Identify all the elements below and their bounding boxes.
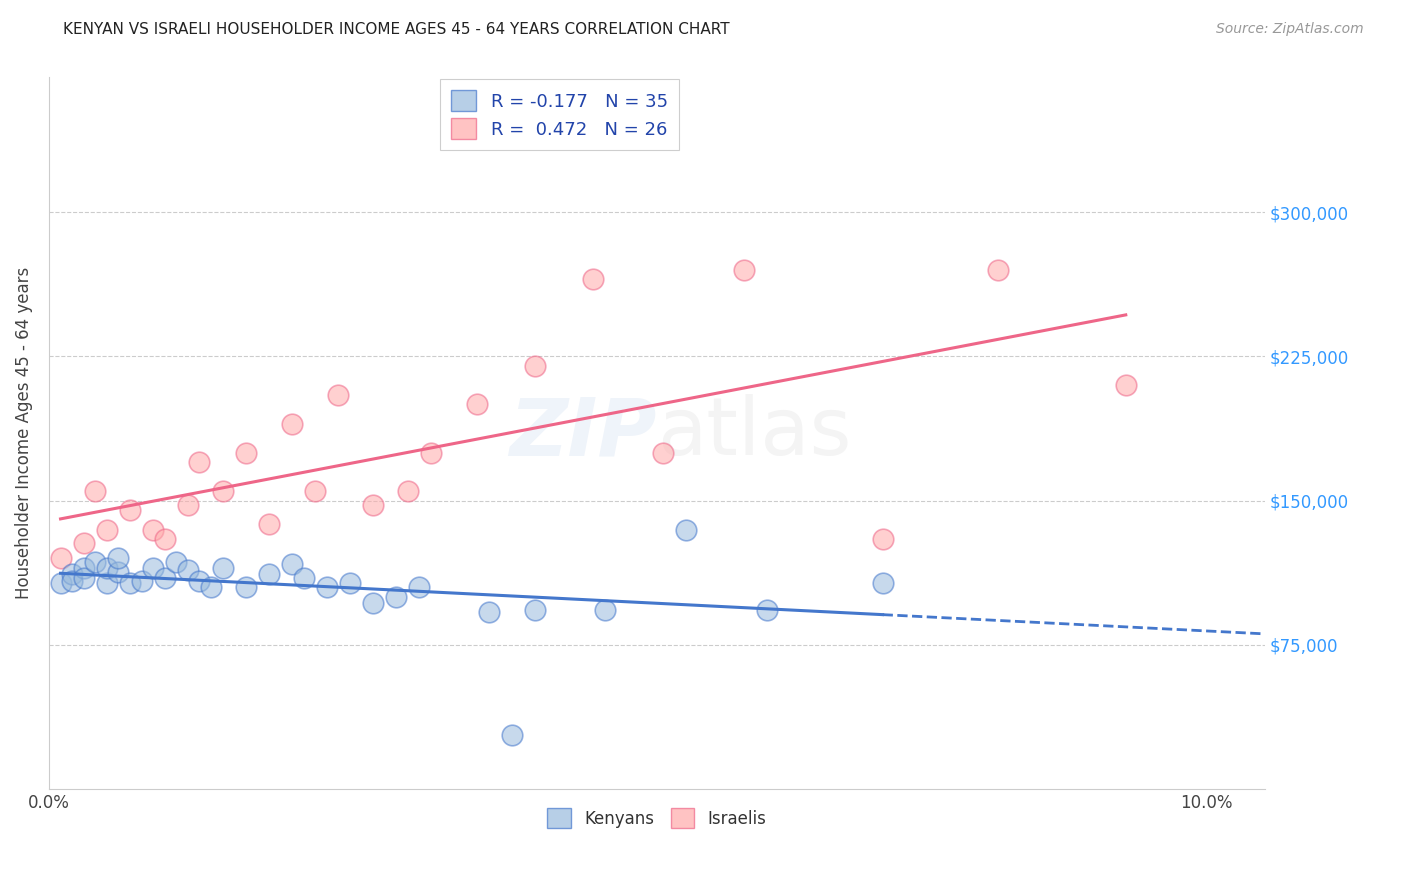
Point xyxy=(60,574,83,589)
Point xyxy=(142,523,165,537)
Point xyxy=(200,580,222,594)
Point xyxy=(84,555,107,569)
Point xyxy=(177,498,200,512)
Point xyxy=(315,580,337,594)
Point xyxy=(304,483,326,498)
Point xyxy=(582,272,605,286)
Point xyxy=(420,445,443,459)
Point xyxy=(153,532,176,546)
Point xyxy=(1115,378,1137,392)
Point xyxy=(96,561,118,575)
Point xyxy=(188,574,211,589)
Point xyxy=(49,551,72,566)
Point xyxy=(675,523,697,537)
Point xyxy=(235,580,257,594)
Point xyxy=(872,532,894,546)
Point xyxy=(142,561,165,575)
Point xyxy=(73,536,96,550)
Point xyxy=(328,388,350,402)
Text: atlas: atlas xyxy=(657,394,851,473)
Point xyxy=(524,359,547,373)
Point xyxy=(177,563,200,577)
Point xyxy=(755,603,778,617)
Point xyxy=(478,605,501,619)
Text: Source: ZipAtlas.com: Source: ZipAtlas.com xyxy=(1216,22,1364,37)
Point xyxy=(361,596,384,610)
Point xyxy=(396,483,419,498)
Point xyxy=(96,523,118,537)
Point xyxy=(257,566,280,581)
Point xyxy=(593,603,616,617)
Point xyxy=(235,445,257,459)
Point xyxy=(73,571,96,585)
Text: ZIP: ZIP xyxy=(509,394,657,473)
Point xyxy=(60,566,83,581)
Point xyxy=(211,483,233,498)
Point xyxy=(361,498,384,512)
Point xyxy=(107,551,129,566)
Point xyxy=(188,455,211,469)
Point xyxy=(84,483,107,498)
Point xyxy=(165,555,187,569)
Point xyxy=(651,445,673,459)
Point xyxy=(96,576,118,591)
Point xyxy=(339,576,361,591)
Point xyxy=(385,590,408,604)
Point xyxy=(118,576,141,591)
Point xyxy=(987,262,1010,277)
Point xyxy=(107,565,129,579)
Point xyxy=(501,728,523,742)
Y-axis label: Householder Income Ages 45 - 64 years: Householder Income Ages 45 - 64 years xyxy=(15,268,32,599)
Point xyxy=(211,561,233,575)
Point xyxy=(131,574,153,589)
Point xyxy=(118,503,141,517)
Text: KENYAN VS ISRAELI HOUSEHOLDER INCOME AGES 45 - 64 YEARS CORRELATION CHART: KENYAN VS ISRAELI HOUSEHOLDER INCOME AGE… xyxy=(63,22,730,37)
Point xyxy=(292,571,315,585)
Point xyxy=(281,557,304,571)
Point xyxy=(153,571,176,585)
Point xyxy=(872,576,894,591)
Point xyxy=(408,580,430,594)
Point xyxy=(733,262,755,277)
Point xyxy=(257,516,280,531)
Legend: Kenyans, Israelis: Kenyans, Israelis xyxy=(541,802,773,834)
Point xyxy=(524,603,547,617)
Point xyxy=(467,397,489,411)
Point xyxy=(281,417,304,431)
Point xyxy=(49,576,72,591)
Point xyxy=(73,561,96,575)
